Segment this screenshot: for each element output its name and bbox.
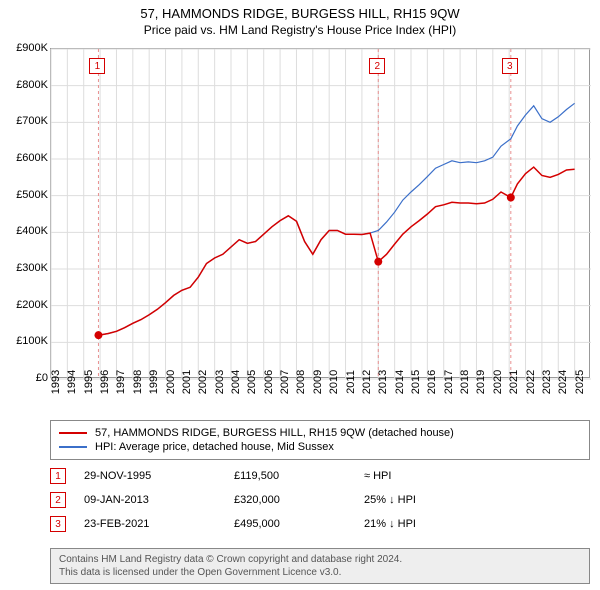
footer-line-2: This data is licensed under the Open Gov… (59, 566, 581, 579)
chart-sale-marker: 3 (502, 58, 518, 74)
x-axis-tick: 2010 (328, 370, 340, 394)
legend: 57, HAMMONDS RIDGE, BURGESS HILL, RH15 9… (50, 420, 590, 460)
x-axis-tick: 2019 (475, 370, 487, 394)
sale-price: £320,000 (234, 494, 364, 506)
x-axis-tick: 1994 (66, 370, 78, 394)
sale-date: 09-JAN-2013 (84, 494, 234, 506)
sale-hpi-delta: 21% ↓ HPI (364, 518, 590, 530)
chart-sale-marker: 2 (369, 58, 385, 74)
x-axis-tick: 1993 (50, 370, 62, 394)
x-axis-tick: 1997 (115, 370, 127, 394)
x-axis-tick: 2000 (165, 370, 177, 394)
sale-hpi-delta: ≈ HPI (364, 470, 590, 482)
y-axis-tick: £0 (36, 372, 48, 384)
sale-date: 29-NOV-1995 (84, 470, 234, 482)
x-axis-tick: 2005 (246, 370, 258, 394)
x-axis-tick: 1996 (99, 370, 111, 394)
x-axis-tick: 2016 (426, 370, 438, 394)
y-axis-tick: £400K (16, 225, 48, 237)
legend-swatch (59, 446, 87, 448)
sale-marker-box: 1 (50, 468, 66, 484)
x-axis-tick: 2024 (557, 370, 569, 394)
sale-date: 23-FEB-2021 (84, 518, 234, 530)
x-axis-tick: 2011 (345, 370, 357, 394)
x-axis-tick: 1995 (83, 370, 95, 394)
chart-plot-area (50, 48, 590, 378)
sale-marker-cell: 3 (50, 516, 84, 532)
sale-marker-box: 2 (50, 492, 66, 508)
sale-row: 1 29-NOV-1995£119,500≈ HPI (50, 464, 590, 488)
title-block: 57, HAMMONDS RIDGE, BURGESS HILL, RH15 9… (0, 0, 600, 39)
sale-price: £495,000 (234, 518, 364, 530)
x-axis-tick: 2018 (459, 370, 471, 394)
sale-row: 2 09-JAN-2013£320,00025% ↓ HPI (50, 488, 590, 512)
legend-label: 57, HAMMONDS RIDGE, BURGESS HILL, RH15 9… (95, 427, 454, 439)
x-axis-tick: 2013 (377, 370, 389, 394)
y-axis-tick: £500K (16, 189, 48, 201)
x-axis-tick: 2002 (197, 370, 209, 394)
x-axis-tick: 2014 (394, 370, 406, 394)
sale-row: 3 23-FEB-2021£495,00021% ↓ HPI (50, 512, 590, 536)
y-axis-tick: £900K (16, 42, 48, 54)
x-axis-tick: 2023 (541, 370, 553, 394)
x-axis-tick: 1999 (148, 370, 160, 394)
x-axis-tick: 2007 (279, 370, 291, 394)
y-axis-tick: £300K (16, 262, 48, 274)
x-axis-tick: 2006 (263, 370, 275, 394)
x-axis-tick: 2009 (312, 370, 324, 394)
x-axis-tick: 2012 (361, 370, 373, 394)
y-axis-tick: £700K (16, 115, 48, 127)
y-axis-tick: £200K (16, 299, 48, 311)
legend-swatch (59, 432, 87, 434)
x-axis-tick: 2001 (181, 370, 193, 394)
sales-table: 1 29-NOV-1995£119,500≈ HPI 2 09-JAN-2013£32… (50, 464, 590, 536)
footer-line-1: Contains HM Land Registry data © Crown c… (59, 553, 581, 566)
legend-item: 57, HAMMONDS RIDGE, BURGESS HILL, RH15 9… (59, 427, 581, 439)
chart-sale-marker: 1 (89, 58, 105, 74)
sale-marker-cell: 1 (50, 468, 84, 484)
chart-subtitle: Price paid vs. HM Land Registry's House … (0, 23, 600, 37)
attribution-footer: Contains HM Land Registry data © Crown c… (50, 548, 590, 584)
legend-label: HPI: Average price, detached house, Mid … (95, 441, 334, 453)
x-axis-tick: 2022 (525, 370, 537, 394)
x-axis-tick: 2003 (214, 370, 226, 394)
sale-marker-cell: 2 (50, 492, 84, 508)
y-axis-tick: £100K (16, 335, 48, 347)
sale-hpi-delta: 25% ↓ HPI (364, 494, 590, 506)
x-axis-tick: 2004 (230, 370, 242, 394)
x-axis-tick: 2017 (443, 370, 455, 394)
x-axis-tick: 2020 (492, 370, 504, 394)
chart-svg (51, 49, 589, 377)
y-axis-tick: £600K (16, 152, 48, 164)
legend-item: HPI: Average price, detached house, Mid … (59, 441, 581, 453)
x-axis-tick: 2025 (574, 370, 586, 394)
x-axis-tick: 2015 (410, 370, 422, 394)
chart-title: 57, HAMMONDS RIDGE, BURGESS HILL, RH15 9… (0, 6, 600, 21)
x-axis-tick: 2021 (508, 370, 520, 394)
x-axis-tick: 2008 (295, 370, 307, 394)
x-axis-tick: 1998 (132, 370, 144, 394)
sale-marker-box: 3 (50, 516, 66, 532)
y-axis-tick: £800K (16, 79, 48, 91)
sale-price: £119,500 (234, 470, 364, 482)
